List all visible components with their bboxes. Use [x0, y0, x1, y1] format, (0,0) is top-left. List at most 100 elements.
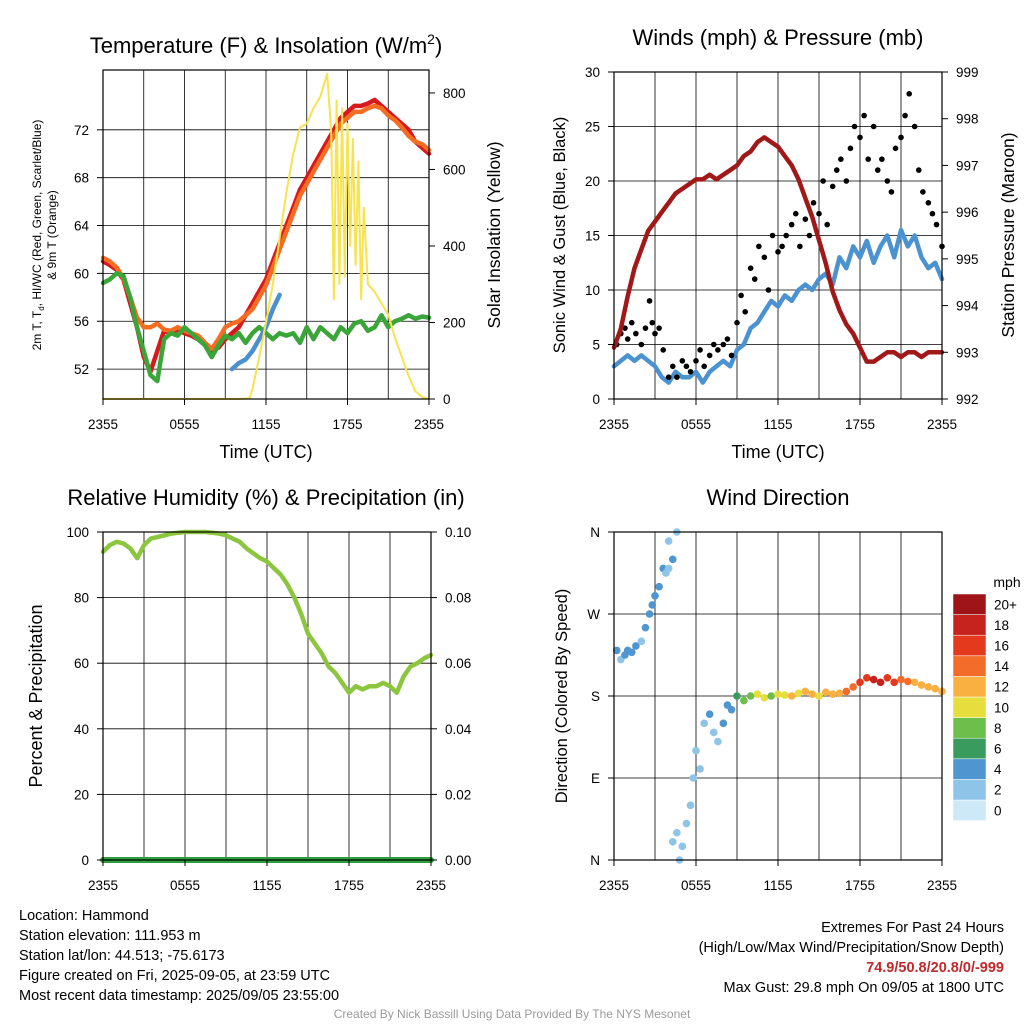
winds-title: Winds (mph) & Pressure (mb)	[633, 25, 924, 50]
humidity-ytick-label: 100	[66, 525, 89, 540]
temperature-series	[100, 72, 432, 400]
wind-direction-xtick-label: 1155	[763, 878, 792, 893]
temperature-xtick-label: 0555	[169, 417, 199, 432]
humidity-ytick-right-label: 0.00	[445, 853, 471, 868]
humidity-ytick-label: 80	[74, 591, 89, 606]
temperature-ylabel-left-line2: & 9m T (Orange)	[45, 190, 59, 280]
wind-direction-point	[835, 689, 844, 698]
colorbar-tick-label: 20+	[994, 597, 1017, 612]
winds-gust-point	[697, 347, 703, 353]
temperature-ylabel-rest: , HI/WC (Red, Green, Scarlet/Blue)	[30, 120, 44, 307]
winds-gust-point	[642, 325, 649, 331]
extremes-title: Extremes For Past 24 Hours	[821, 920, 1004, 936]
colorbar-label: mph	[993, 574, 1020, 590]
winds-gust-point	[652, 330, 658, 337]
wind-direction-point	[869, 675, 878, 684]
wind-direction-point	[856, 678, 864, 687]
winds-ytick-label: 25	[585, 120, 600, 135]
wind-direction-point	[849, 683, 857, 691]
winds-gust-point	[847, 145, 854, 152]
wind-direction-point	[641, 623, 650, 632]
temperature-ylabel-subscript: d	[37, 306, 46, 310]
wind-direction-point	[632, 642, 640, 650]
winds-gust-point	[906, 91, 912, 97]
winds-gust-point	[915, 167, 922, 173]
wind-direction-ytick-label: S	[591, 689, 600, 704]
wind-direction-point	[828, 690, 837, 698]
temperature-ytick-right-label: 800	[443, 86, 466, 101]
wind-direction-point	[651, 591, 659, 600]
winds-gust-point	[851, 123, 858, 130]
wind-direction-ylabel: Direction (Colored By Speed)	[553, 589, 571, 804]
wind-direction-point	[664, 564, 673, 573]
humidity-xtick-label: 0555	[170, 878, 200, 893]
wind-direction-point	[689, 774, 698, 782]
winds-gust-point	[660, 347, 666, 353]
colorbar-tick-label: 12	[994, 680, 1009, 695]
temperature-ytick-right-label: 200	[443, 315, 466, 330]
winds-xtick-label: 2355	[599, 417, 629, 432]
wind-direction-ytick-label: N	[590, 525, 600, 540]
wind-direction-point	[767, 692, 775, 700]
wind-direction-point	[822, 688, 830, 697]
wind-direction-point	[700, 719, 708, 728]
winds-gust-point	[929, 210, 936, 217]
humidity-xtick-label: 2355	[416, 878, 446, 893]
wind-direction-point	[917, 681, 926, 689]
winds-gust-point	[933, 221, 940, 228]
wind-direction-point	[692, 746, 700, 755]
colorbar-swatch	[952, 799, 987, 821]
winds-gust-point	[761, 254, 768, 261]
temperature-ytick-label: 60	[74, 266, 89, 281]
wind-direction-point	[876, 678, 885, 687]
temperature-ticks: 2355 0555 1155 1755 2355 52 56 60 64 68 72 0 200 400 6…	[74, 86, 466, 432]
wind-direction-point	[931, 684, 939, 693]
winds-gust-point	[861, 112, 867, 119]
winds-ytick-right-label: 995	[956, 252, 979, 267]
humidity-ytick-right-label: 0.10	[445, 525, 471, 540]
winds-gust-point	[775, 249, 781, 255]
winds-gust-point	[833, 167, 840, 173]
wind-direction-point	[774, 690, 782, 698]
temperature-ytick-right-label: 600	[443, 162, 466, 177]
winds-gust-point	[628, 319, 635, 326]
winds-gust-point	[769, 232, 776, 239]
wind-direction-xtick-label: 2355	[927, 878, 957, 893]
colorbar-tick-label: 2	[994, 783, 1002, 798]
wind-direction-point	[709, 728, 718, 737]
wind-direction-point	[808, 690, 816, 698]
winds-gust-point	[624, 336, 631, 342]
temperature-xtick-label: 2355	[414, 417, 444, 432]
colorbar: 0 2 4 6 8 10 12 14 16 18 20+	[952, 593, 1017, 821]
winds-ticks: 2355 0555 1155 1755 2355 0 5 10 15 20 25 30 992 993 99…	[585, 65, 979, 432]
max-gust-text: Max Gust: 29.8 mph On 09/05 at 1800 UTC	[723, 980, 1004, 996]
wind-direction-point	[890, 678, 898, 687]
elevation-text: Station elevation: 111.953 m	[19, 928, 201, 944]
wind-direction-point	[910, 678, 919, 687]
colorbar-swatch	[952, 634, 987, 657]
winds-gust-point	[898, 134, 904, 141]
temperature-ytick-right-label: 0	[443, 392, 451, 407]
temperature-9m-t-line	[100, 103, 432, 352]
winds-gust-point	[724, 336, 731, 342]
wind-direction-ticks: 2355 0555 1155 1755 2355 N E S W N	[587, 525, 957, 893]
winds-ytick-right-label: 999	[956, 65, 979, 80]
winds-xtick-label: 0555	[681, 417, 711, 432]
winds-xtick-label: 1755	[845, 417, 875, 432]
colorbar-tick-label: 4	[994, 762, 1002, 777]
humidity-ylabel-left: Percent & Precipitation	[26, 604, 46, 787]
winds-gust-point	[756, 243, 762, 250]
humidity-relative-humidity-line	[100, 529, 434, 695]
wind-direction-point	[612, 646, 621, 655]
humidity-grid	[103, 532, 431, 860]
wind-direction-point	[705, 710, 714, 719]
temperature-ytick-label: 68	[74, 171, 89, 186]
wind-direction-point	[678, 842, 687, 851]
winds-gust-point	[857, 134, 863, 141]
wind-direction-point	[648, 601, 657, 609]
temperature-xtick-label: 2355	[88, 417, 118, 432]
wind-direction-point	[787, 692, 796, 700]
humidity-ytick-label: 60	[74, 656, 89, 671]
humidity-ticks: 2355 0555 1155 1755 2355 0 20 40 60 80 100 0.00 0.02…	[66, 525, 471, 893]
temperature-xtick-label: 1155	[251, 417, 280, 432]
